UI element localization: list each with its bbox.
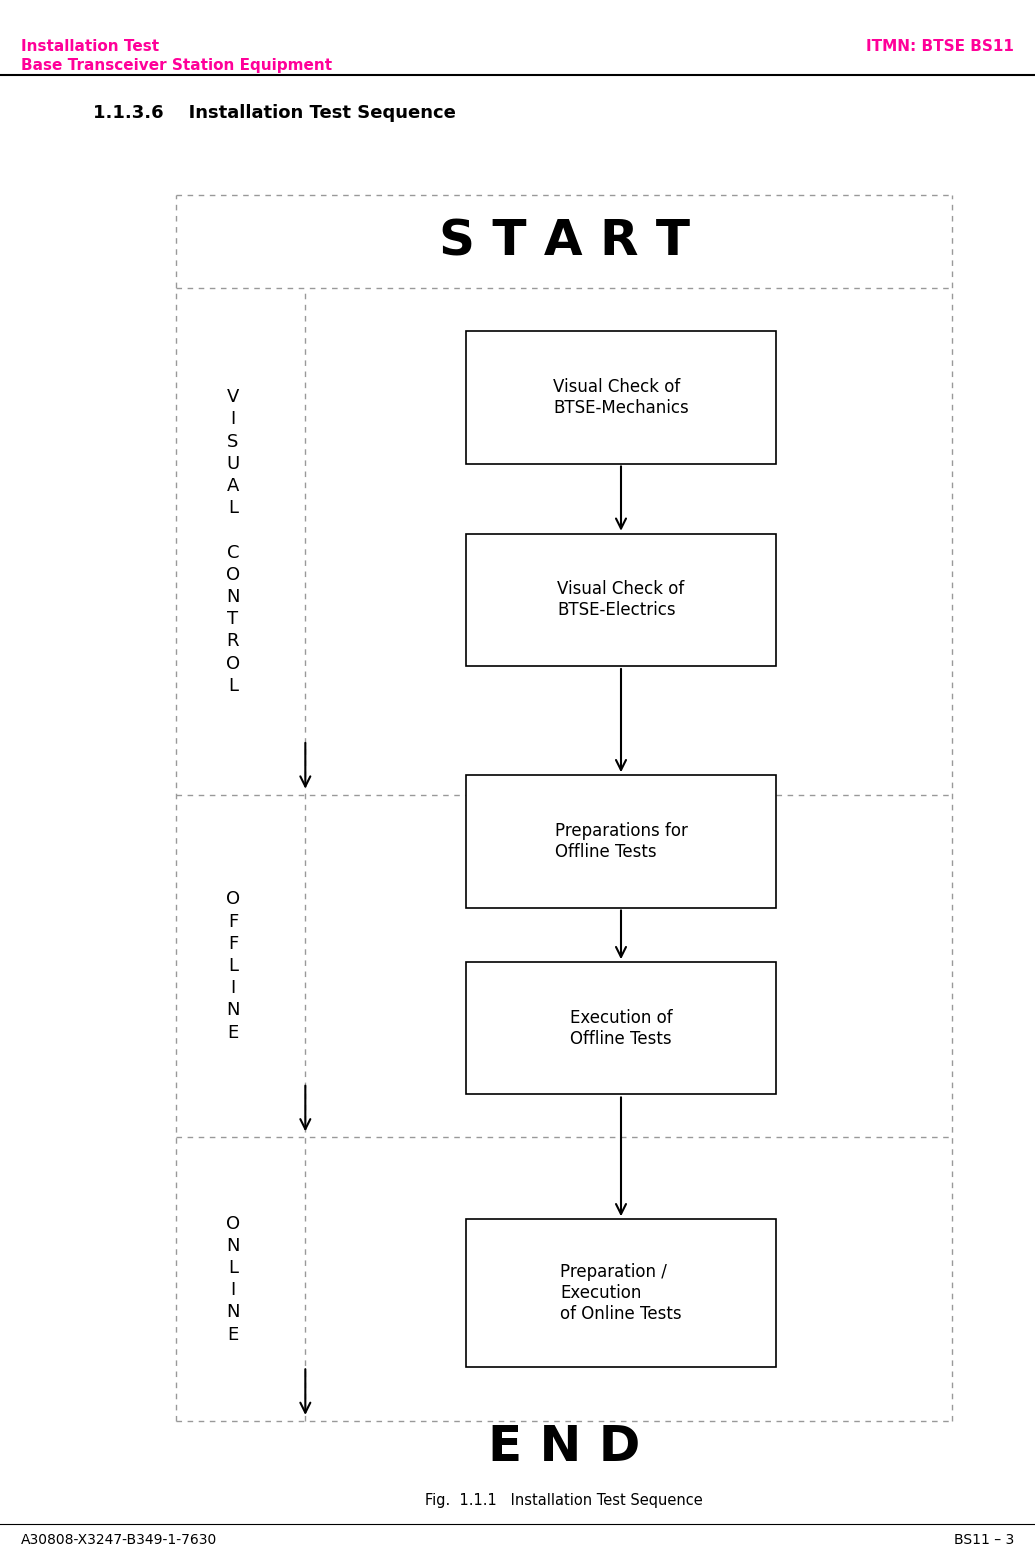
FancyBboxPatch shape: [466, 961, 776, 1094]
Text: V
I
S
U
A
L

C
O
N
T
R
O
L: V I S U A L C O N T R O L: [226, 388, 240, 695]
Text: O
F
F
L
I
N
E: O F F L I N E: [226, 890, 240, 1042]
Text: E N D: E N D: [487, 1422, 641, 1471]
Text: BS11 – 3: BS11 – 3: [954, 1533, 1014, 1547]
Text: Preparations for
Offline Tests: Preparations for Offline Tests: [555, 823, 687, 860]
Text: Execution of
Offline Tests: Execution of Offline Tests: [569, 1010, 673, 1047]
FancyBboxPatch shape: [466, 774, 776, 907]
FancyBboxPatch shape: [466, 332, 776, 464]
Text: O
N
L
I
N
E: O N L I N E: [226, 1215, 240, 1343]
Text: 1.1.3.6    Installation Test Sequence: 1.1.3.6 Installation Test Sequence: [93, 104, 456, 123]
FancyBboxPatch shape: [466, 1218, 776, 1368]
Text: Base Transceiver Station Equipment: Base Transceiver Station Equipment: [21, 58, 332, 73]
FancyBboxPatch shape: [466, 533, 776, 667]
Text: ITMN: BTSE BS11: ITMN: BTSE BS11: [866, 39, 1014, 55]
Text: Installation Test: Installation Test: [21, 39, 158, 55]
Text: Visual Check of
BTSE-Mechanics: Visual Check of BTSE-Mechanics: [553, 379, 689, 416]
Text: S T A R T: S T A R T: [439, 218, 689, 265]
Text: Fig.  1.1.1   Installation Test Sequence: Fig. 1.1.1 Installation Test Sequence: [425, 1493, 703, 1508]
Text: A30808-X3247-B349-1-7630: A30808-X3247-B349-1-7630: [21, 1533, 217, 1547]
Text: Visual Check of
BTSE-Electrics: Visual Check of BTSE-Electrics: [558, 581, 684, 619]
Text: Preparation /
Execution
of Online Tests: Preparation / Execution of Online Tests: [560, 1264, 682, 1323]
